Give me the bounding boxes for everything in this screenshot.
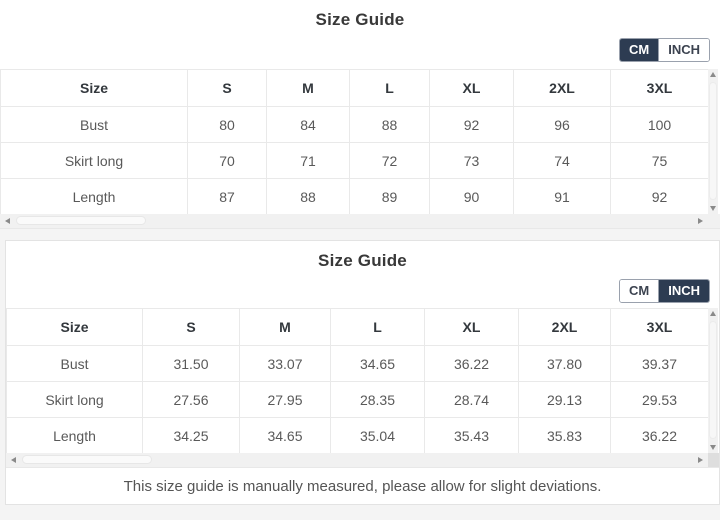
row-label: Length <box>0 178 188 215</box>
table-cell: 96 <box>513 106 611 143</box>
column-header: S <box>187 69 267 107</box>
panel-title: Size Guide <box>315 10 405 29</box>
unit-toggle: CM INCH <box>619 38 710 62</box>
scroll-down-icon[interactable] <box>710 206 716 211</box>
cm-toggle-button[interactable]: CM <box>620 280 659 302</box>
table-cell: 31.50 <box>142 345 240 382</box>
table-cell: 73 <box>429 142 514 179</box>
scroll-up-icon[interactable] <box>710 72 716 77</box>
panel-title: Size Guide <box>318 251 407 270</box>
column-header: S <box>142 308 240 346</box>
column-header: M <box>266 69 350 107</box>
scrollbar-corner <box>708 453 719 467</box>
row-label: Bust <box>0 106 188 143</box>
scroll-down-icon[interactable] <box>710 445 716 450</box>
unit-toggle-row: CM INCH <box>6 279 719 303</box>
table-row: Length 34.25 34.65 35.04 35.43 35.83 36.… <box>6 417 709 454</box>
table-cell: 39.37 <box>610 345 709 382</box>
table-cell: 37.80 <box>518 345 611 382</box>
unit-toggle: CM INCH <box>619 279 710 303</box>
vertical-scrollbar[interactable] <box>708 308 718 453</box>
column-header: XL <box>424 308 519 346</box>
table-cell: 70 <box>187 142 267 179</box>
table-cell: 88 <box>349 106 430 143</box>
vertical-scrollbar-thumb[interactable] <box>709 321 717 439</box>
size-guide-panel-cm: Size Guide CM INCH Size S M L XL 2XL 3XL… <box>0 0 720 229</box>
table-cell: 100 <box>610 106 709 143</box>
table-row: Length 87 88 89 90 91 92 <box>0 178 709 215</box>
table-cell: 87 <box>187 178 267 215</box>
table-cell: 71 <box>266 142 350 179</box>
size-table-inch: Size S M L XL 2XL 3XL Bust 31.50 33.07 3… <box>6 308 709 454</box>
table-cell: 72 <box>349 142 430 179</box>
column-header: 3XL <box>610 308 709 346</box>
column-header: 3XL <box>610 69 709 107</box>
table-cell: 92 <box>610 178 709 215</box>
table-cell: 91 <box>513 178 611 215</box>
table-cell: 92 <box>429 106 514 143</box>
table-cell: 34.25 <box>142 417 240 454</box>
table-cell: 35.83 <box>518 417 611 454</box>
horizontal-scrollbar-thumb[interactable] <box>22 455 152 464</box>
table-row: Skirt long 27.56 27.95 28.35 28.74 29.13… <box>6 381 709 418</box>
column-header: L <box>330 308 425 346</box>
size-table-cm: Size S M L XL 2XL 3XL Bust 80 84 88 92 9… <box>0 69 709 215</box>
row-label: Length <box>6 417 143 454</box>
horizontal-scrollbar-thumb[interactable] <box>16 216 146 225</box>
table-row: Bust 80 84 88 92 96 100 <box>0 106 709 143</box>
cm-toggle-button[interactable]: CM <box>620 39 659 61</box>
table-cell: 34.65 <box>330 345 425 382</box>
size-guide-panel-inch: Size Guide CM INCH Size S M L XL 2XL 3XL… <box>5 240 720 505</box>
table-cell: 29.53 <box>610 381 709 418</box>
scrollbar-corner <box>708 214 720 228</box>
inch-toggle-button[interactable]: INCH <box>658 280 709 302</box>
table-row: Skirt long 70 71 72 73 74 75 <box>0 142 709 179</box>
table-cell: 35.43 <box>424 417 519 454</box>
header-row: Size S M L XL 2XL 3XL <box>6 308 709 346</box>
column-header: XL <box>429 69 514 107</box>
table-row: Bust 31.50 33.07 34.65 36.22 37.80 39.37 <box>6 345 709 382</box>
scroll-right-icon[interactable] <box>698 457 703 463</box>
vertical-scrollbar-thumb[interactable] <box>709 82 717 200</box>
horizontal-scrollbar[interactable] <box>0 214 708 228</box>
table-cell: 89 <box>349 178 430 215</box>
scroll-left-icon[interactable] <box>11 457 16 463</box>
scroll-left-icon[interactable] <box>5 218 10 224</box>
table-cell: 27.95 <box>239 381 331 418</box>
table-cell: 84 <box>266 106 350 143</box>
inch-toggle-button[interactable]: INCH <box>658 39 709 61</box>
header-row: Size S M L XL 2XL 3XL <box>0 69 709 107</box>
vertical-scrollbar[interactable] <box>708 69 718 214</box>
table-cell: 33.07 <box>239 345 331 382</box>
table-cell: 28.74 <box>424 381 519 418</box>
table-cell: 88 <box>266 178 350 215</box>
scroll-right-icon[interactable] <box>698 218 703 224</box>
column-header: L <box>349 69 430 107</box>
measurement-disclaimer: This size guide is manually measured, pl… <box>6 467 719 504</box>
table-cell: 27.56 <box>142 381 240 418</box>
column-header: 2XL <box>513 69 611 107</box>
row-label: Skirt long <box>6 381 143 418</box>
table-cell: 28.35 <box>330 381 425 418</box>
horizontal-scrollbar[interactable] <box>6 453 708 467</box>
scroll-up-icon[interactable] <box>710 311 716 316</box>
row-label: Skirt long <box>0 142 188 179</box>
column-header: M <box>239 308 331 346</box>
table-cell: 35.04 <box>330 417 425 454</box>
column-header: Size <box>6 308 143 346</box>
table-cell: 80 <box>187 106 267 143</box>
table-cell: 36.22 <box>610 417 709 454</box>
column-header: Size <box>0 69 188 107</box>
table-cell: 36.22 <box>424 345 519 382</box>
unit-toggle-row: CM INCH <box>0 38 720 62</box>
table-cell: 75 <box>610 142 709 179</box>
table-cell: 34.65 <box>239 417 331 454</box>
row-label: Bust <box>6 345 143 382</box>
column-header: 2XL <box>518 308 611 346</box>
table-cell: 90 <box>429 178 514 215</box>
table-cell: 74 <box>513 142 611 179</box>
table-cell: 29.13 <box>518 381 611 418</box>
